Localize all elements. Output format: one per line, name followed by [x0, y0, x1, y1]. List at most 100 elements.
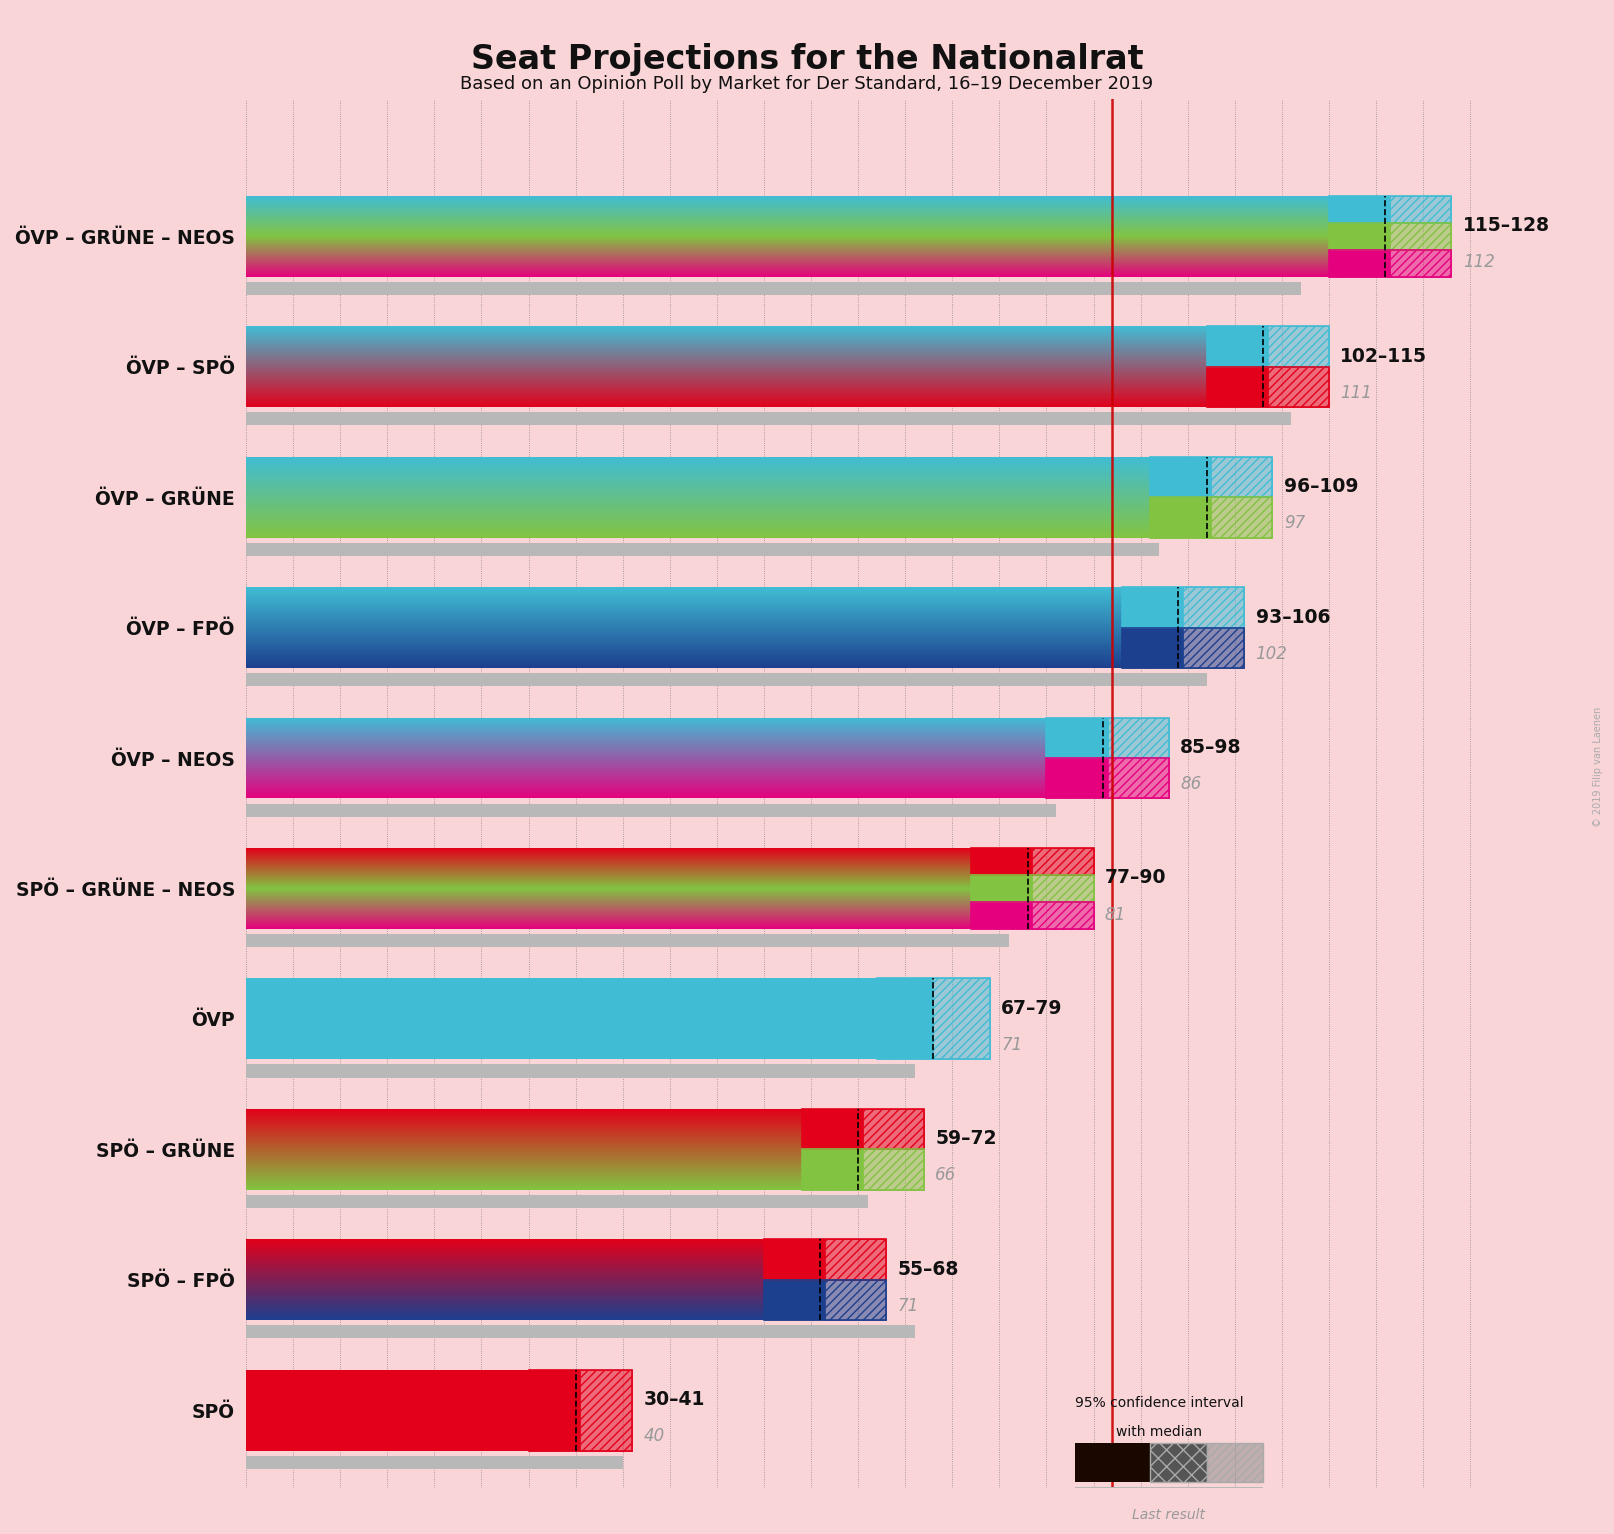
Bar	[245, 543, 1159, 555]
Text: 66: 66	[936, 1166, 957, 1184]
Bar	[763, 1239, 886, 1279]
Bar	[1107, 718, 1169, 758]
Bar	[802, 1149, 925, 1190]
Bar	[1328, 196, 1390, 222]
Bar	[581, 1370, 633, 1451]
Bar	[802, 1109, 863, 1149]
Bar	[1151, 497, 1272, 537]
Bar	[825, 1239, 886, 1279]
Bar	[1122, 588, 1183, 627]
Bar	[1151, 1442, 1207, 1482]
Bar	[1046, 718, 1107, 758]
Bar	[528, 1370, 633, 1451]
Bar	[1210, 497, 1272, 537]
Bar	[1390, 250, 1451, 276]
Bar	[972, 848, 1033, 874]
Text: 93–106: 93–106	[1256, 607, 1330, 627]
Text: 96–109: 96–109	[1283, 477, 1359, 495]
Bar	[876, 979, 933, 1060]
Bar	[972, 848, 1033, 874]
Bar	[1033, 874, 1094, 902]
Bar	[1046, 758, 1107, 798]
Bar	[972, 874, 1033, 902]
Text: 30–41: 30–41	[644, 1390, 705, 1410]
Bar	[1075, 1442, 1151, 1482]
Bar	[1328, 196, 1390, 222]
Bar	[528, 1370, 581, 1451]
Bar	[763, 1239, 825, 1279]
Bar	[972, 874, 1033, 902]
Text: 111: 111	[1340, 384, 1372, 402]
Text: 71: 71	[897, 1296, 918, 1315]
Text: 102–115: 102–115	[1340, 347, 1427, 365]
Bar	[1207, 367, 1267, 407]
Text: 85–98: 85–98	[1180, 738, 1241, 758]
Bar	[1183, 627, 1244, 667]
Bar	[1183, 588, 1244, 627]
Bar	[972, 902, 1033, 930]
Bar	[1267, 327, 1328, 367]
Bar	[581, 1370, 633, 1451]
Bar	[1328, 250, 1390, 276]
Bar	[825, 1239, 886, 1279]
Bar	[245, 282, 1301, 295]
Bar	[1207, 1442, 1264, 1482]
Bar	[1390, 250, 1451, 276]
Bar	[1390, 196, 1451, 222]
Bar	[802, 1149, 863, 1190]
Bar	[245, 979, 876, 1060]
Bar	[1033, 902, 1094, 930]
Bar	[245, 1370, 528, 1451]
Text: with median: with median	[1117, 1425, 1202, 1439]
Bar	[1046, 758, 1169, 798]
Bar	[802, 1109, 863, 1149]
Bar	[1107, 758, 1169, 798]
Bar	[863, 1109, 925, 1149]
Text: Last result: Last result	[1133, 1508, 1206, 1522]
Bar	[1151, 457, 1272, 497]
Bar	[1033, 848, 1094, 874]
Text: 77–90: 77–90	[1106, 868, 1167, 888]
Bar	[1207, 327, 1267, 367]
Bar	[802, 1109, 925, 1149]
Bar	[1207, 1442, 1264, 1482]
Bar	[1328, 222, 1390, 250]
Bar	[1390, 222, 1451, 250]
Bar	[1046, 758, 1107, 798]
Bar	[245, 673, 1207, 686]
Bar	[245, 934, 1009, 946]
Text: 59–72: 59–72	[936, 1129, 997, 1149]
Bar	[1210, 457, 1272, 497]
Bar	[863, 1149, 925, 1190]
Text: 112: 112	[1462, 253, 1495, 272]
Bar	[1390, 196, 1451, 222]
Bar	[1328, 222, 1451, 250]
Bar	[1122, 627, 1183, 667]
Bar	[1207, 327, 1328, 367]
Bar	[1267, 327, 1328, 367]
Text: Based on an Opinion Poll by Market for Der Standard, 16–19 December 2019: Based on an Opinion Poll by Market for D…	[460, 75, 1154, 94]
Bar	[1328, 250, 1390, 276]
Bar	[1151, 457, 1210, 497]
Bar	[933, 979, 989, 1060]
Bar	[1122, 588, 1244, 627]
Bar	[1151, 457, 1210, 497]
Bar	[245, 413, 1291, 425]
Bar	[1151, 497, 1210, 537]
Bar	[245, 1325, 915, 1338]
Bar	[933, 979, 989, 1060]
Bar	[1033, 874, 1094, 902]
Bar	[1210, 457, 1272, 497]
Text: 81: 81	[1106, 905, 1127, 923]
Bar	[1390, 222, 1451, 250]
Bar	[825, 1279, 886, 1321]
Bar	[763, 1239, 825, 1279]
Text: 95% confidence interval: 95% confidence interval	[1075, 1396, 1244, 1410]
Bar	[1122, 588, 1183, 627]
Bar	[1107, 758, 1169, 798]
Bar	[863, 1109, 925, 1149]
Bar	[1207, 327, 1267, 367]
Bar	[972, 902, 1094, 930]
Bar	[1207, 367, 1328, 407]
Bar	[1207, 367, 1267, 407]
